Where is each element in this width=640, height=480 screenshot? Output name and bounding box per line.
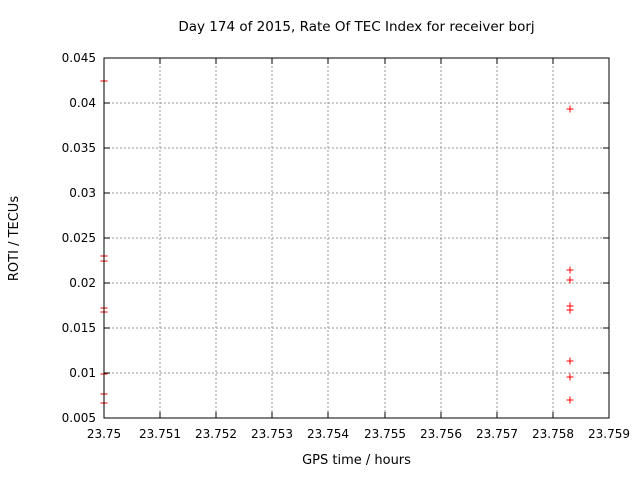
y-tick-label: 0.015 — [62, 321, 96, 335]
x-tick-label: 23.757 — [476, 427, 518, 441]
data-point-marker — [566, 373, 574, 381]
x-axis-label: GPS time / hours — [302, 453, 411, 468]
x-tick-label: 23.751 — [139, 427, 181, 441]
data-point-marker — [566, 276, 574, 284]
y-tick-label: 0.035 — [62, 141, 96, 155]
y-tick-label: 0.04 — [69, 96, 96, 110]
plot-border — [103, 57, 610, 419]
data-point-marker — [566, 266, 574, 274]
data-point-marker — [566, 105, 574, 113]
chart-title: Day 174 of 2015, Rate Of TEC Index for r… — [178, 19, 535, 35]
x-tick-label: 23.75 — [87, 427, 121, 441]
data-point-marker — [566, 306, 574, 314]
data-point-marker — [566, 396, 574, 404]
y-tick-label: 0.03 — [69, 186, 96, 200]
data-point-marker — [566, 357, 574, 365]
y-tick-label: 0.045 — [62, 51, 96, 65]
x-tick-label: 23.758 — [532, 427, 574, 441]
x-tick-label: 23.754 — [307, 427, 349, 441]
y-tick-label: 0.005 — [62, 411, 96, 425]
y-tick-label: 0.025 — [62, 231, 96, 245]
x-tick-label: 23.756 — [420, 427, 462, 441]
x-tick-label: 23.755 — [364, 427, 406, 441]
y-tick-label: 0.02 — [69, 276, 96, 290]
y-axis-label: ROTI / TECUs — [7, 195, 23, 281]
x-tick-label: 23.759 — [588, 427, 630, 441]
y-tick-label: 0.01 — [69, 366, 96, 380]
y-axis-label-container: ROTI / TECUs — [2, 58, 28, 418]
x-tick-label: 23.752 — [195, 427, 237, 441]
x-tick-label: 23.753 — [251, 427, 293, 441]
